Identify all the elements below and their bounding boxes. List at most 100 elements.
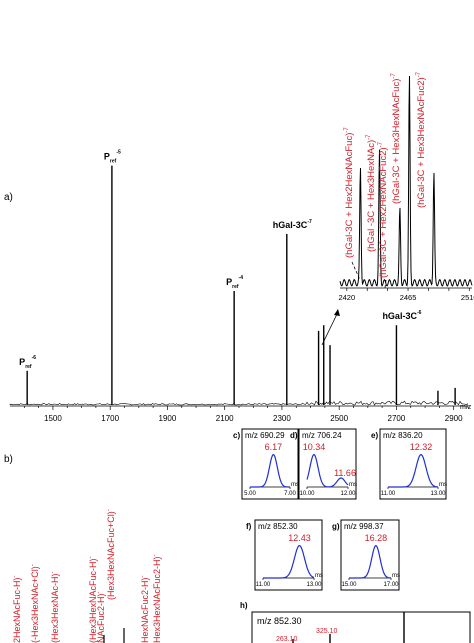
panel-h-letter: h): [240, 601, 248, 610]
panel-a-label: a): [4, 192, 13, 203]
mobility-panel-frame: [254, 519, 323, 591]
main-x-axis: 1500 1700 1900 2100 2300 2500 2700 2900: [10, 405, 469, 423]
mobility-panel-frame: [340, 519, 400, 591]
mobility-panel-title: m/z 852.30: [258, 522, 298, 531]
mobility-axis-unit: ms: [439, 482, 447, 488]
panel-b-annotation: HexNAcFuc2-H)-: [140, 575, 150, 643]
mobility-axis-unit: ms: [291, 482, 299, 488]
mobility-peak-label: 6.17: [265, 442, 283, 452]
mobility-tick-label: 13.00: [430, 491, 446, 497]
peak-label: Pref-5: [104, 150, 121, 165]
mobility-panel-title: m/z 998.37: [344, 522, 384, 531]
mobility-panel-c: c) m/z 690.29 5.00 7.00 ms 6.17: [233, 428, 299, 500]
mobility-panel-title: m/z 836.20: [383, 431, 423, 440]
panel-b-annotation: Hex3HexNAcFuc2-H)-: [152, 554, 162, 643]
panel-h-peaks: 263.10 325.10: [276, 612, 405, 643]
main-tick-label: 1500: [44, 414, 62, 423]
mobility-trace: [388, 453, 438, 488]
mobility-axis-unit: ms: [392, 573, 400, 579]
panel-h-peak-label: 263.10: [276, 636, 298, 643]
main-tick-label: 2900: [445, 414, 463, 423]
mobility-panel-letter: g): [332, 522, 340, 531]
panel-b-annotation: 2HexNAcFuc-H)-: [12, 575, 22, 643]
mobility-panel-title: m/z 690.29: [245, 431, 285, 440]
mobility-panel-frame: [379, 428, 447, 500]
mobility-peak-label: 16.28: [365, 533, 388, 543]
mobility-axis-unit: ms: [349, 482, 357, 488]
inset-annotation: (hGal-3C + Hex3HexNAcFuc2)-7: [416, 71, 427, 208]
inset-annotation: (hGal -3C + Hex3HexNAc)-7: [366, 134, 377, 252]
main-spectrum: [9, 165, 468, 406]
peak-label: hGal-3C-6: [382, 310, 421, 321]
panel-b-label: b): [4, 454, 13, 465]
panel-h-frame: [251, 611, 471, 643]
mobility-trace: [349, 544, 392, 579]
mobility-panel-frame: [298, 428, 357, 500]
mobility-tick-label: 12.00: [340, 491, 356, 497]
mobility-peak-label: 12.43: [288, 533, 311, 543]
mobility-panel-g: g) m/z 998.37 15.00 17.00 ms 16.28: [332, 519, 400, 591]
mobility-peak-label: 12.32: [410, 442, 433, 452]
mobility-tick-label: 5.00: [244, 491, 256, 497]
inset: 2420 2465 2510 (hGal-3C + Hex2HexNAcFuc)-7…: [321, 71, 474, 346]
mobility-trace: [306, 453, 349, 488]
inset-annotation: (hGal-3C + Hex2HexNAcFuc)-7: [344, 127, 355, 258]
inset-tick-label: 2465: [400, 293, 417, 302]
mobility-trace: [250, 453, 290, 488]
inset-annotations: (hGal-3C + Hex2HexNAcFuc)-7 (hGal -3C + H…: [344, 71, 427, 289]
panel-b-annotation: (Hex3HexNAcFuc+Cl)-: [106, 509, 116, 600]
inset-leader-line: [351, 261, 361, 281]
mobility-peak-label: 10.34: [303, 442, 326, 452]
panel-a: a) 1500 1700 1900 2100 2300 2500 2700 2900 m/z …: [4, 71, 474, 423]
main-x-unit: m/z: [460, 404, 472, 411]
peak-label: Pref-4: [226, 275, 243, 290]
mobility-panel-d: d) m/z 706.24 10.00 12.00 ms 10.34 11.66: [290, 428, 357, 500]
panel-b-annotation: (-Hex3HexNAc+Cl)-: [30, 564, 40, 643]
mobility-tick-label: 11.00: [256, 582, 271, 588]
mobility-panel-letter: d): [290, 431, 298, 440]
panel-h-peak-label: 325.10: [316, 628, 338, 635]
inset-tick-label: 2420: [338, 293, 355, 302]
mobility-tick-label: 13.00: [306, 582, 322, 588]
mobility-panel-letter: f): [246, 522, 252, 531]
inset-tick-label: 2510: [461, 293, 474, 302]
mobility-tick-label: 17.00: [383, 582, 399, 588]
inset-annotation: (hGal-3C + Hex2HexNAcFuc2)-7: [378, 141, 389, 278]
inset-trace: [339, 75, 473, 287]
main-tick-label: 1700: [101, 414, 119, 423]
mobility-tick-label: 7.00: [284, 491, 296, 497]
inset-x-axis: 2420 2465 2510: [338, 287, 474, 302]
peak-label: hGal-3C-7: [273, 219, 312, 230]
mobility-axis-unit: ms: [315, 573, 323, 579]
panel-b-annotations: 2HexNAcFuc-H)- (-Hex3HexNAc+Cl)- (Hex3HexN…: [12, 509, 162, 643]
mobility-panel-letter: e): [371, 431, 378, 440]
main-tick-label: 2300: [273, 414, 291, 423]
inset-leader-line: [384, 279, 387, 289]
main-peak-labels: Pref-6 Pref-5 Pref-4 hGal-3C-7 hGal-3C-6: [19, 150, 421, 370]
main-tick-label: 2500: [330, 414, 348, 423]
panel-b: b) 2HexNAcFuc-H)- (-Hex3HexNAc+Cl)- (Hex3H…: [4, 454, 162, 643]
inset-spectrum: [339, 75, 473, 287]
panel-h-title: m/z 852.30: [257, 616, 302, 626]
mobility-panel-e: e) m/z 836.20 11.00 13.00 ms 12.32: [371, 428, 447, 500]
mobility-trace: [263, 544, 315, 579]
mobility-peak-label: 11.66: [334, 468, 356, 478]
main-tick-label: 2100: [216, 414, 234, 423]
panel-b-annotation: (Hex3HexNAcFuc-H)-: [88, 556, 98, 643]
inset-annotation: (hGal-3C + Hex3HexNAcFuc)-7: [391, 73, 402, 204]
mobility-panel-letter: c): [233, 431, 240, 440]
mobility-panel-f: f) m/z 852.30 11.00 13.00 ms 12.43: [246, 519, 323, 591]
main-tick-label: 1900: [159, 414, 177, 423]
peak-label: Pref-6: [19, 355, 36, 370]
inset-pointer-arrowhead: [334, 309, 340, 316]
mobility-tick-label: 15.00: [341, 582, 357, 588]
panel-b-annotation: (Hex3HexNAc-H)-: [50, 571, 60, 643]
panel-h: h) m/z 852.30 263.10 325.10: [240, 601, 471, 643]
mobility-panels: c) m/z 690.29 5.00 7.00 ms 6.17 d) m/z 706.24 10…: [233, 428, 447, 591]
inset-pointer-arrow: [321, 311, 339, 346]
mobility-tick-label: 11.00: [381, 491, 396, 497]
mobility-tick-label: 10.00: [299, 491, 315, 497]
baseline-trace: [9, 400, 468, 406]
main-tick-label: 2700: [388, 414, 406, 423]
